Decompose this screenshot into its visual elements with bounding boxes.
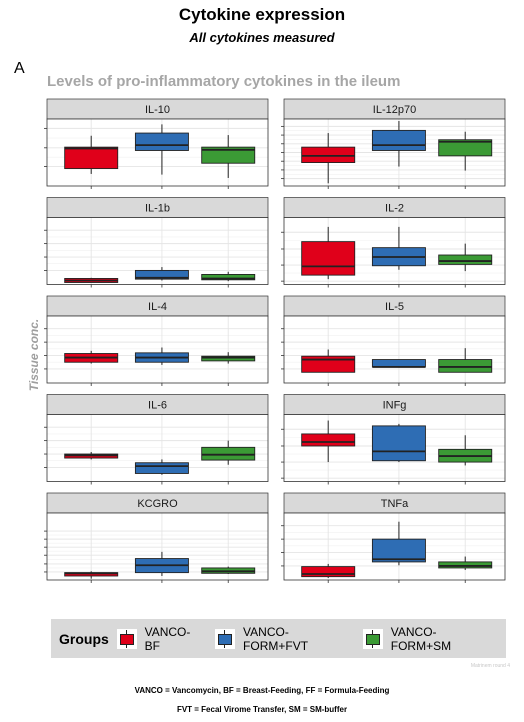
facet-label-il-6: IL-6 bbox=[148, 400, 167, 412]
box-tnfa-vanco-form-fvt bbox=[371, 538, 426, 563]
facet-border-il-6 bbox=[46, 414, 269, 482]
facet-border-kcgro bbox=[46, 512, 269, 581]
facet-border-il-2 bbox=[283, 217, 506, 285]
box-il-5-vanco-bf bbox=[301, 355, 356, 373]
box-il-6-vanco-form-sm bbox=[201, 446, 256, 461]
legend-label: VANCO-BF bbox=[144, 624, 191, 653]
facet-border-il-12p70 bbox=[283, 118, 506, 187]
facet-label-kcgro: KCGRO bbox=[137, 498, 178, 510]
facet-border-il-10 bbox=[46, 118, 269, 187]
facet-label-infg: INFg bbox=[383, 400, 407, 412]
legend-title: Groups bbox=[59, 630, 109, 647]
legend-item-vanco-form-fvt: VANCO-FORM+FVT bbox=[215, 625, 353, 653]
box-il-2-vanco-bf bbox=[301, 241, 356, 276]
box-il-12p70-vanco-form-fvt bbox=[371, 129, 426, 151]
box-tnfa-vanco-form-sm bbox=[438, 561, 493, 569]
facet-label-il-2: IL-2 bbox=[385, 203, 404, 215]
box-il-10-vanco-bf bbox=[64, 146, 119, 170]
facet-border-il-4 bbox=[46, 315, 269, 384]
facet-border-il-5 bbox=[283, 315, 506, 384]
box-il-10-vanco-form-sm bbox=[201, 146, 256, 164]
facet-panel-il-5 bbox=[284, 316, 505, 383]
panel-tag: A bbox=[14, 60, 25, 77]
legend-label: VANCO-FORM+SM bbox=[390, 624, 452, 653]
facet-border-tnfa bbox=[283, 512, 506, 581]
legend-item-vanco-form-sm: VANCO-FORM+SM bbox=[362, 624, 496, 653]
watermark: Matrinem round 4 bbox=[470, 663, 510, 669]
facet-border-il-1b bbox=[46, 217, 269, 285]
box-il-12p70-vanco-form-sm bbox=[438, 139, 493, 157]
chart-subtitle: All cytokines measured bbox=[189, 30, 335, 45]
legend-key bbox=[362, 628, 383, 649]
figure-title: Levels of pro-inflammatory cytokines in … bbox=[47, 73, 401, 90]
facet-label-tnfa: TNFa bbox=[381, 498, 409, 510]
facet-label-il-4: IL-4 bbox=[148, 301, 167, 313]
box-infg-vanco-bf bbox=[301, 433, 356, 447]
facet-grid: IL-10 IL-12p70 IL-1b IL-2 IL-4 IL-5 IL-6 INFg KC… bbox=[44, 98, 506, 583]
facet-label-il-12p70: IL-12p70 bbox=[373, 104, 416, 116]
box-il-5-vanco-form-fvt bbox=[371, 359, 426, 368]
box-il-12p70-vanco-bf bbox=[301, 146, 356, 163]
facet-label-il-10: IL-10 bbox=[145, 104, 170, 116]
box-il-5-vanco-form-sm bbox=[438, 359, 493, 373]
box-il-10-vanco-form-fvt bbox=[134, 132, 189, 151]
legend: Groups VANCO-BF VANCO-FORM+FVT VANCO-FOR… bbox=[51, 619, 506, 658]
legend-key bbox=[116, 628, 137, 649]
chart-title: Cytokine expression bbox=[178, 5, 346, 24]
legend-key bbox=[215, 628, 236, 649]
facet-panel-il-4 bbox=[47, 316, 268, 383]
facet-border-infg bbox=[283, 414, 506, 482]
footnote-abbreviations-1: VANCO = Vancomycin, BF = Breast-Feeding,… bbox=[134, 686, 390, 695]
box-tnfa-vanco-bf bbox=[301, 566, 356, 578]
legend-label: VANCO-FORM+FVT bbox=[243, 624, 309, 653]
footnote-abbreviations-2: FVT = Fecal Virome Transfer, SM = SM-buf… bbox=[176, 705, 348, 714]
box-il-6-vanco-form-fvt bbox=[134, 462, 189, 474]
box-il-1b-vanco-form-sm bbox=[201, 274, 256, 281]
facet-label-il-5: IL-5 bbox=[385, 301, 404, 313]
box-il-4-vanco-form-sm bbox=[201, 355, 256, 362]
legend-item-vanco-bf: VANCO-BF bbox=[116, 624, 205, 653]
box-il-2-vanco-form-sm bbox=[438, 254, 493, 265]
facet-label-il-1b: IL-1b bbox=[145, 203, 170, 215]
box-il-1b-vanco-form-fvt bbox=[134, 269, 189, 280]
box-infg-vanco-form-fvt bbox=[371, 425, 426, 462]
